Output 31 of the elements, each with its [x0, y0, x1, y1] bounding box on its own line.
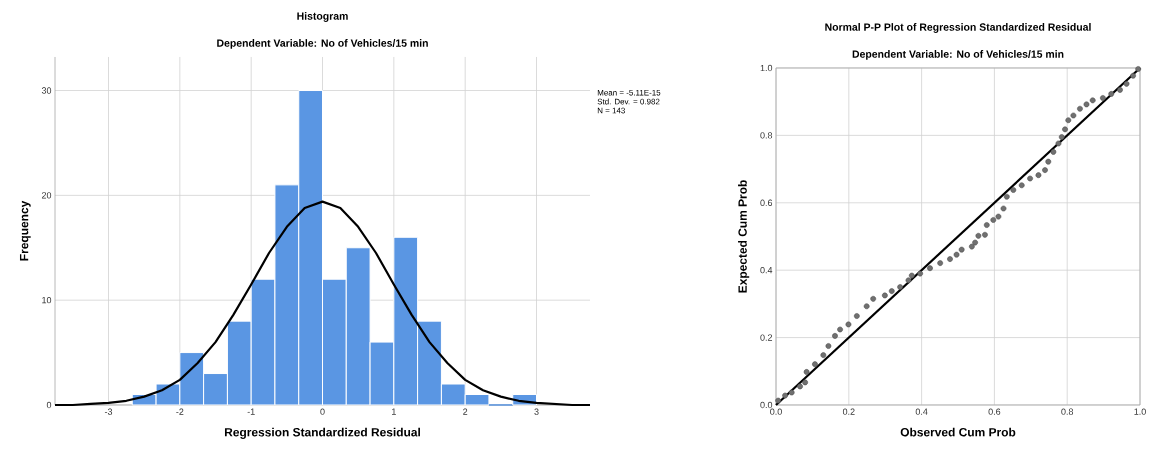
y-tick-label: 1.0 — [760, 64, 773, 72]
y-tick-label: 0.8 — [760, 132, 773, 139]
chart-title: Histogram — [297, 12, 348, 22]
y-tick-label: 10 — [42, 296, 52, 304]
x-tick-label: -2 — [176, 408, 184, 415]
x-tick-label: 1 — [392, 408, 396, 415]
x-tick-label: 0.2 — [842, 408, 855, 415]
x-tick-label: 2 — [463, 408, 468, 415]
x-tick-label: 0.8 — [1061, 408, 1074, 415]
y-tick-label: 0 — [46, 401, 52, 409]
y-axis-title: Expected Cum Prob — [738, 180, 750, 293]
chart-subtitle: Dependent Variable: No of Vehicles/15 min — [852, 50, 1064, 60]
x-tick-label: 1.0 — [1134, 408, 1146, 415]
x-tick-label: -1 — [247, 408, 255, 415]
y-tick-label: 30 — [41, 87, 52, 94]
chart-subtitle: Dependent Variable: No of Vehicles/15 min — [217, 39, 428, 49]
x-tick-label: 0.4 — [915, 408, 928, 415]
y-tick-label: 20 — [41, 192, 52, 199]
x-tick-label: 0.0 — [770, 408, 782, 415]
x-axis-title: Observed Cum Prob — [900, 427, 1016, 437]
x-tick-label: 0 — [320, 408, 325, 415]
y-tick-label: 0.0 — [760, 401, 773, 409]
x-tick-label: 0.6 — [988, 408, 1001, 415]
x-axis-title: Regression Standardized Residual — [224, 427, 420, 439]
chart-title: Normal P-P Plot of Regression Standardized Residual — [825, 23, 1091, 33]
y-axis-title: Frequency — [19, 200, 31, 261]
y-tick-label: 0.6 — [760, 199, 773, 206]
x-tick-label: -3 — [104, 408, 113, 415]
y-tick-label: 0.4 — [760, 267, 773, 274]
y-tick-label: 0.2 — [760, 334, 773, 341]
x-tick-label: 3 — [534, 408, 539, 415]
